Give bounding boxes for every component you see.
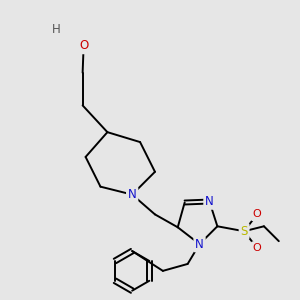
Text: S: S — [240, 225, 248, 238]
Text: O: O — [253, 209, 261, 219]
Text: N: N — [195, 238, 204, 250]
Text: N: N — [128, 188, 136, 201]
Text: N: N — [205, 195, 214, 208]
Text: O: O — [253, 243, 261, 253]
Text: O: O — [79, 40, 88, 52]
Text: H: H — [52, 22, 60, 36]
